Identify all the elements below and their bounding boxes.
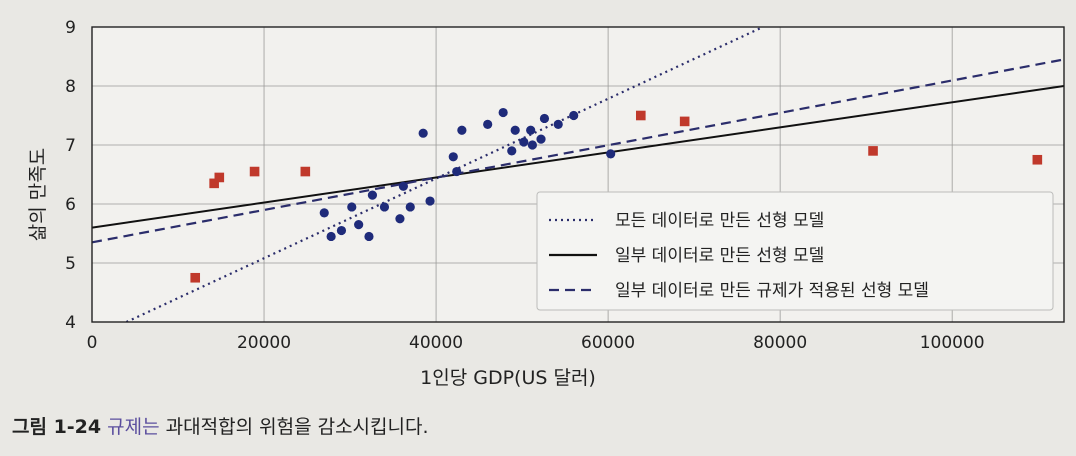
y-axis-label: 삶의 만족도: [27, 148, 49, 241]
x-tick-label: 0: [87, 333, 98, 353]
legend-label-1: 모든 데이터로 만든 선형 모델: [615, 211, 824, 231]
data-point-circle: [527, 140, 538, 150]
data-point-circle: [395, 214, 405, 224]
y-tick-label: 5: [65, 254, 76, 274]
data-point-circle: [483, 119, 493, 129]
y-tick-label: 7: [65, 136, 76, 156]
chart: 0 20000 40000 60000 80000 100000 4 5 6 7 8 9 1인당 GDP…: [27, 18, 1065, 389]
x-tick-label: 60000: [581, 333, 635, 353]
data-point-circle: [498, 107, 508, 118]
data-point-square: [868, 146, 878, 156]
figure-caption: 그림 1-24 규제는 과대적합의 위험을 감소시킵니다.: [12, 412, 429, 439]
data-point-circle: [539, 113, 550, 124]
data-point-circle: [367, 190, 378, 200]
data-point-square: [300, 166, 311, 177]
data-point-circle: [405, 202, 415, 212]
data-point-circle: [448, 152, 458, 162]
data-point-circle: [526, 125, 536, 135]
data-point-circle: [507, 146, 517, 156]
y-tick-label: 4: [65, 313, 76, 333]
legend-label-2: 일부 데이터로 만든 선형 모델: [615, 246, 824, 266]
data-point-circle: [398, 181, 408, 191]
caption-text: 과대적합의 위험을 감소시킵니다.: [159, 416, 429, 438]
data-point-circle: [379, 202, 390, 212]
x-tick-label: 20000: [237, 333, 291, 353]
data-point-circle: [452, 166, 462, 177]
data-point-circle: [519, 137, 529, 147]
data-point-circle: [457, 125, 467, 135]
data-point-circle: [319, 208, 329, 218]
y-tick-label: 8: [65, 77, 76, 97]
y-tick-label: 9: [65, 18, 76, 38]
data-point-circle: [347, 202, 357, 212]
axes-frame: [91, 26, 1065, 323]
caption-highlight: 규제는: [107, 416, 160, 438]
legend-box: [536, 191, 1054, 311]
legend-label-3: 일부 데이터로 만든 규제가 적용된 선형 모델: [615, 281, 929, 301]
data-point-square: [679, 116, 690, 127]
data-point-square: [1032, 154, 1043, 165]
x-tick-label: 80000: [753, 333, 807, 353]
data-point-circle: [425, 196, 435, 206]
data-point-square: [214, 172, 225, 183]
data-point-square: [190, 272, 201, 283]
data-point-circle: [553, 119, 563, 129]
data-point-square: [635, 110, 646, 121]
model-line-3: [92, 58, 1064, 244]
data-point-square: [249, 166, 260, 177]
data-point-circle: [606, 149, 616, 159]
data-point-circle: [569, 110, 579, 121]
data-point-circle: [536, 134, 546, 144]
model-line-2: [92, 85, 1064, 229]
data-point-circle: [326, 231, 336, 242]
data-point-circle: [364, 231, 374, 242]
figure-number: 그림 1-24: [12, 416, 102, 438]
x-axis-label: 1인당 GDP(US 달러): [420, 367, 596, 389]
data-point-circle: [336, 225, 347, 236]
data-point-circle: [510, 125, 520, 135]
x-tick-label: 100000: [920, 333, 985, 353]
data-point-circle: [418, 128, 428, 138]
data-point-square: [209, 178, 219, 189]
data-point-circle: [354, 220, 364, 230]
x-tick-label: 40000: [409, 333, 463, 353]
y-tick-label: 6: [65, 195, 76, 215]
chart-svg: 0 20000 40000 60000 80000 100000 4 5 6 7 8 9 1인당 GDP…: [27, 18, 1065, 389]
